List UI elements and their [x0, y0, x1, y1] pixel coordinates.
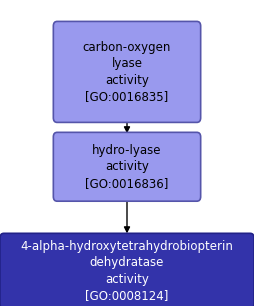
Text: carbon-oxygen
lyase
activity
[GO:0016835]: carbon-oxygen lyase activity [GO:0016835… [83, 41, 171, 103]
Text: 4-alpha-hydroxytetrahydrobiopterin
dehydratase
activity
[GO:0008124]: 4-alpha-hydroxytetrahydrobiopterin dehyd… [21, 240, 233, 302]
FancyBboxPatch shape [53, 132, 201, 201]
Text: hydro-lyase
activity
[GO:0016836]: hydro-lyase activity [GO:0016836] [85, 144, 169, 190]
FancyBboxPatch shape [53, 21, 201, 122]
FancyBboxPatch shape [0, 233, 254, 306]
